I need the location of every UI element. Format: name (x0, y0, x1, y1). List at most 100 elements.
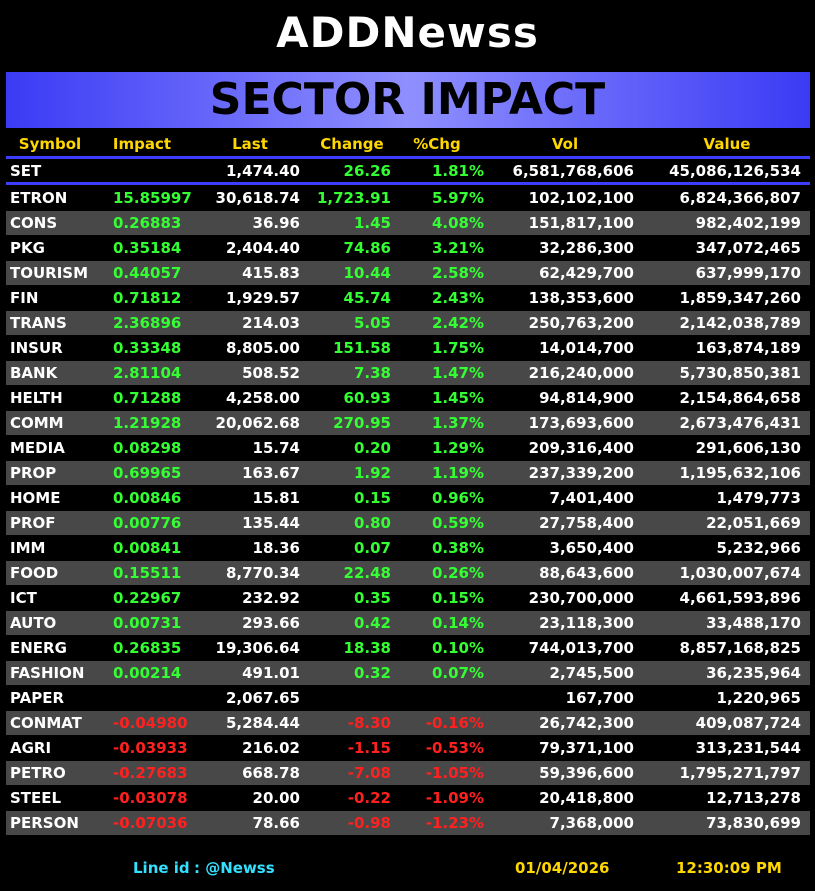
date: 01/04/2026 (515, 859, 610, 877)
impact: 0.71812 (113, 289, 182, 307)
logo: ADDNewss (276, 8, 539, 57)
pct-change: 1.81% (431, 162, 484, 180)
value: 2,673,476,431 (679, 414, 801, 432)
last: 415.83 (242, 264, 300, 282)
row-band (6, 211, 810, 235)
symbol: STEEL (10, 789, 62, 807)
pct-change: 1.29% (431, 439, 484, 457)
volume: 744,013,700 (528, 639, 634, 657)
volume: 23,118,300 (539, 614, 634, 632)
symbol: ETRON (10, 189, 68, 207)
impact: 0.44057 (113, 264, 182, 282)
row-band (6, 711, 810, 735)
symbol: PAPER (10, 689, 65, 707)
volume: 237,339,200 (528, 464, 634, 482)
pct-change: 0.14% (431, 614, 484, 632)
impact: 0.00214 (113, 664, 182, 682)
impact: -0.04980 (113, 714, 188, 732)
value: 36,235,964 (706, 664, 801, 682)
pct-change: 1.19% (431, 464, 484, 482)
value: 2,142,038,789 (679, 314, 801, 332)
pct-change: -1.05% (425, 764, 484, 782)
row-band (6, 411, 810, 435)
title-banner (6, 72, 810, 128)
change: 0.07 (353, 539, 391, 557)
volume: 20,418,800 (539, 789, 634, 807)
value: 347,072,465 (695, 239, 801, 257)
rule (6, 182, 810, 185)
impact: 15.85997 (113, 189, 192, 207)
column-header: Vol (551, 135, 579, 153)
change: -0.98 (347, 814, 391, 832)
change: 45.74 (343, 289, 391, 307)
volume: 230,700,000 (528, 589, 634, 607)
pct-change: 1.75% (431, 339, 484, 357)
impact: 0.71288 (113, 389, 182, 407)
value: 6,824,366,807 (679, 189, 801, 207)
symbol: FASHION (10, 664, 85, 682)
impact: -0.03933 (113, 739, 188, 757)
volume: 250,763,200 (528, 314, 634, 332)
symbol: PKG (10, 239, 45, 257)
volume: 3,650,400 (549, 539, 634, 557)
value: 1,795,271,797 (679, 764, 801, 782)
change: 18.38 (343, 639, 391, 657)
column-header: Impact (112, 135, 172, 153)
volume: 59,396,600 (539, 764, 634, 782)
volume: 209,316,400 (528, 439, 634, 457)
change: 151.58 (333, 339, 391, 357)
pct-change: 2.43% (431, 289, 484, 307)
symbol: CONS (10, 214, 58, 232)
pct-change: 0.26% (431, 564, 484, 582)
pct-change: 0.07% (431, 664, 484, 682)
pct-change: 2.42% (431, 314, 484, 332)
value: 4,661,593,896 (679, 589, 801, 607)
impact: -0.03078 (113, 789, 188, 807)
change: 0.32 (353, 664, 391, 682)
change: 1,723.91 (316, 189, 391, 207)
value: 637,999,170 (695, 264, 801, 282)
time: 12:30:09 PM (676, 859, 782, 877)
volume: 102,102,100 (528, 189, 634, 207)
volume: 7,368,000 (549, 814, 634, 832)
value: 982,402,199 (695, 214, 801, 232)
pct-change: 1.47% (431, 364, 484, 382)
symbol: HELTH (10, 389, 63, 407)
value: 2,154,864,658 (679, 389, 801, 407)
impact: 0.35184 (113, 239, 182, 257)
impact: 0.69965 (113, 464, 182, 482)
change: 270.95 (333, 414, 391, 432)
last: 78.66 (252, 814, 300, 832)
volume: 6,581,768,606 (512, 162, 634, 180)
impact: -0.07036 (113, 814, 188, 832)
value: 33,488,170 (706, 614, 801, 632)
title: SECTOR IMPACT (209, 74, 606, 125)
symbol: COMM (10, 414, 64, 432)
value: 409,087,724 (695, 714, 801, 732)
change: -1.15 (347, 739, 391, 757)
value: 1,195,632,106 (679, 464, 801, 482)
symbol: ICT (10, 589, 37, 607)
volume: 88,643,600 (539, 564, 634, 582)
pct-change: 0.38% (431, 539, 484, 557)
last: 668.78 (242, 764, 300, 782)
row-band (6, 561, 810, 585)
last: 232.92 (242, 589, 300, 607)
volume: 7,401,400 (549, 489, 634, 507)
value: 73,830,699 (706, 814, 801, 832)
last: 8,770.34 (225, 564, 300, 582)
volume: 79,371,100 (539, 739, 634, 757)
volume: 216,240,000 (528, 364, 634, 382)
last: 216.02 (242, 739, 300, 757)
last: 15.74 (252, 439, 300, 457)
change: 60.93 (343, 389, 391, 407)
change: 26.26 (343, 162, 391, 180)
impact: 0.26835 (113, 639, 182, 657)
volume: 167,700 (565, 689, 634, 707)
last: 15.81 (252, 489, 300, 507)
column-header: Change (320, 135, 384, 153)
pct-change: 4.08% (431, 214, 484, 232)
last: 1,929.57 (225, 289, 300, 307)
pct-change: 2.58% (431, 264, 484, 282)
change: 0.42 (353, 614, 391, 632)
